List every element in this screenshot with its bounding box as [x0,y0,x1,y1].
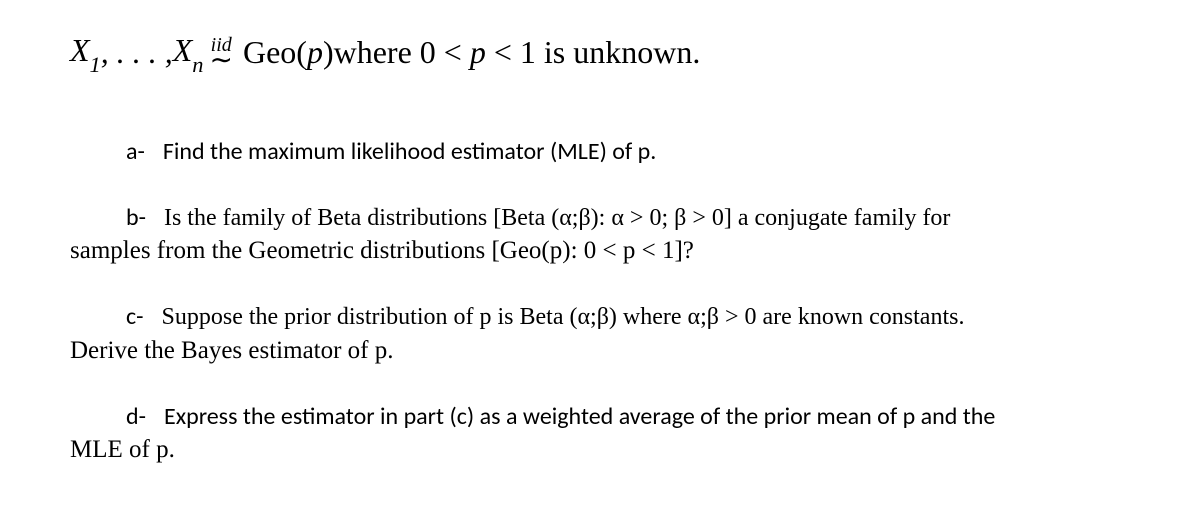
label-a: a- [126,136,145,168]
text-b2: samples from the Geometric distributions… [70,237,694,264]
text-b1: Is the family of Beta distributions [Bet… [164,205,950,231]
text-c2: Derive the Bayes estimator of p. [70,337,394,364]
question-d: d- Express the estimator in part (c) as a… [70,400,1140,468]
main-statement: X1 , . . . , Xn iid ∼ Geo(p) where 0 < p… [70,28,1140,77]
var-x1: X1 [70,28,101,77]
label-b: b- [126,202,146,234]
where-text: where 0 < p < 1 is unknown. [334,30,701,75]
geo-text: Geo(p) [243,30,334,75]
question-a: a- Find the maximum likelihood estimator … [70,135,1140,169]
label-c: c- [126,301,144,333]
text-d2: MLE of p. [70,436,175,463]
dots: , . . . , [101,30,173,75]
text-a: Find the maximum likelihood estimator (M… [163,137,657,166]
var-xn: Xn [173,28,204,77]
question-c: c- Suppose the prior distribution of p is… [70,300,1140,368]
iid-symbol: iid ∼ [210,35,233,70]
text-c1: Suppose the prior distribution of p is B… [162,304,965,330]
question-b: b- Is the family of Beta distributions [B… [70,201,1140,269]
text-d1: Express the estimator in part (c) as a w… [164,402,995,431]
label-d: d- [126,401,146,433]
